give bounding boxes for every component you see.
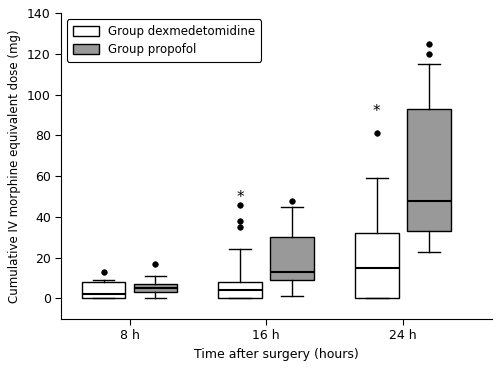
- PathPatch shape: [270, 237, 314, 280]
- X-axis label: Time after surgery (hours): Time after surgery (hours): [194, 348, 359, 361]
- PathPatch shape: [82, 282, 126, 299]
- Legend: Group dexmedetomidine, Group propofol: Group dexmedetomidine, Group propofol: [67, 19, 262, 62]
- Y-axis label: Cumulative IV morphine equivalent dose (mg): Cumulative IV morphine equivalent dose (…: [8, 29, 22, 303]
- Text: *: *: [236, 190, 244, 205]
- Text: *: *: [373, 104, 380, 119]
- PathPatch shape: [407, 109, 451, 231]
- PathPatch shape: [218, 282, 262, 299]
- PathPatch shape: [134, 284, 178, 292]
- PathPatch shape: [355, 233, 399, 299]
